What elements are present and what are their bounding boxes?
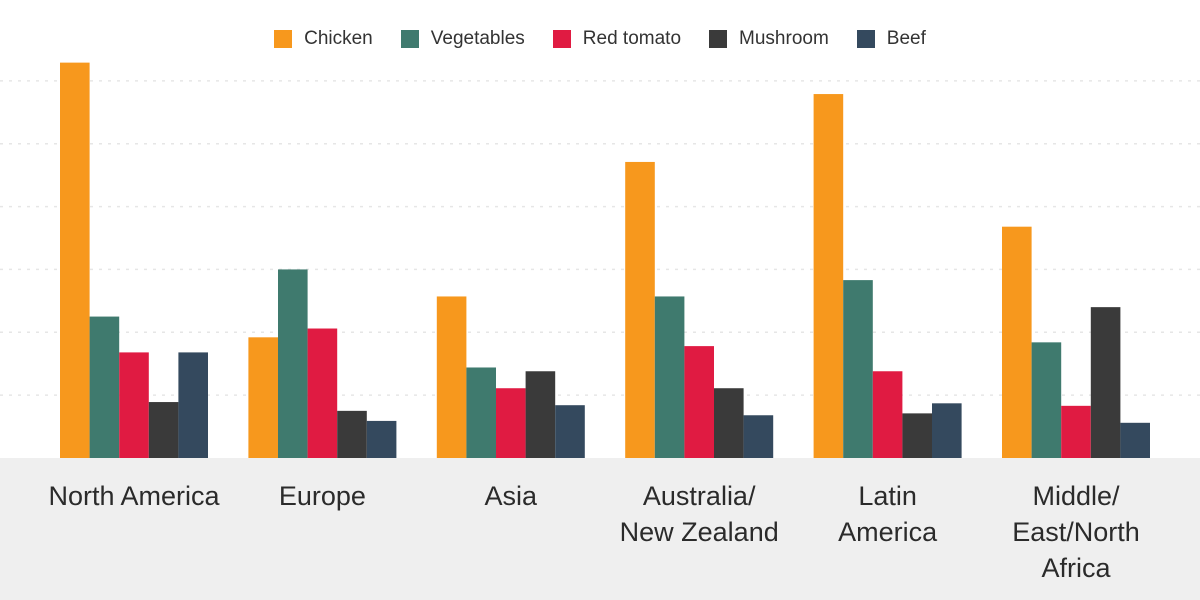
- bar-beef: [555, 405, 585, 458]
- legend-swatch: [552, 30, 571, 48]
- bar-chicken: [60, 62, 90, 458]
- bar-vegetables: [278, 269, 308, 458]
- legend-swatch: [274, 30, 293, 48]
- legend: Chicken Vegetables Red tomato Mushroom Beef: [0, 28, 1200, 50]
- bar-chicken: [436, 296, 467, 458]
- bar-red-tomato: [872, 371, 903, 458]
- bar-red-tomato: [307, 328, 338, 458]
- bar-mushroom: [525, 371, 556, 458]
- bar-mushroom: [1090, 307, 1121, 458]
- bar-vegetables: [466, 367, 496, 458]
- bar-mushroom: [714, 388, 744, 458]
- bar-beef: [743, 415, 774, 458]
- bar-vegetables: [843, 280, 873, 458]
- bar-chicken: [625, 161, 655, 458]
- bar-red-tomato: [119, 352, 149, 458]
- category-label: Europe: [278, 481, 366, 511]
- bar-vegetables: [1031, 342, 1062, 458]
- legend-item: Red tomato: [552, 28, 682, 50]
- bar-beef: [178, 352, 208, 458]
- category-label: Asia: [484, 481, 538, 511]
- bar-red-tomato: [1061, 405, 1091, 458]
- bar-mushroom: [337, 410, 367, 458]
- bar-mushroom: [148, 402, 179, 458]
- bar-chicken: [1002, 226, 1032, 458]
- category-label: Middle/ East/North Africa: [1012, 481, 1140, 583]
- bar-chicken: [813, 94, 844, 459]
- legend-item: Chicken: [274, 28, 373, 50]
- category-label: Australia/ New Zealand: [619, 481, 779, 547]
- legend-label: Beef: [886, 28, 926, 49]
- category-band: [0, 458, 1200, 600]
- legend-item: Beef: [856, 28, 926, 50]
- legend-swatch: [709, 30, 728, 48]
- category-label: Latin America: [838, 481, 938, 547]
- legend-label: Chicken: [304, 28, 373, 49]
- bar-beef: [366, 420, 397, 458]
- legend-item: Mushroom: [709, 28, 829, 50]
- bar-red-tomato: [496, 388, 526, 458]
- legend-label: Red tomato: [582, 28, 682, 49]
- legend-swatch: [400, 30, 419, 48]
- bar-vegetables: [654, 296, 685, 458]
- bar-chicken: [248, 337, 278, 458]
- bar-vegetables: [89, 316, 120, 458]
- legend-label: Vegetables: [430, 28, 525, 49]
- category-label: North America: [48, 481, 220, 511]
- bar-red-tomato: [684, 346, 714, 458]
- legend-item: Vegetables: [400, 28, 525, 50]
- legend-label: Mushroom: [739, 28, 829, 49]
- bar-mushroom: [902, 413, 932, 458]
- bar-beef: [1120, 422, 1150, 458]
- legend-swatch: [856, 30, 875, 48]
- bar-beef: [932, 403, 962, 458]
